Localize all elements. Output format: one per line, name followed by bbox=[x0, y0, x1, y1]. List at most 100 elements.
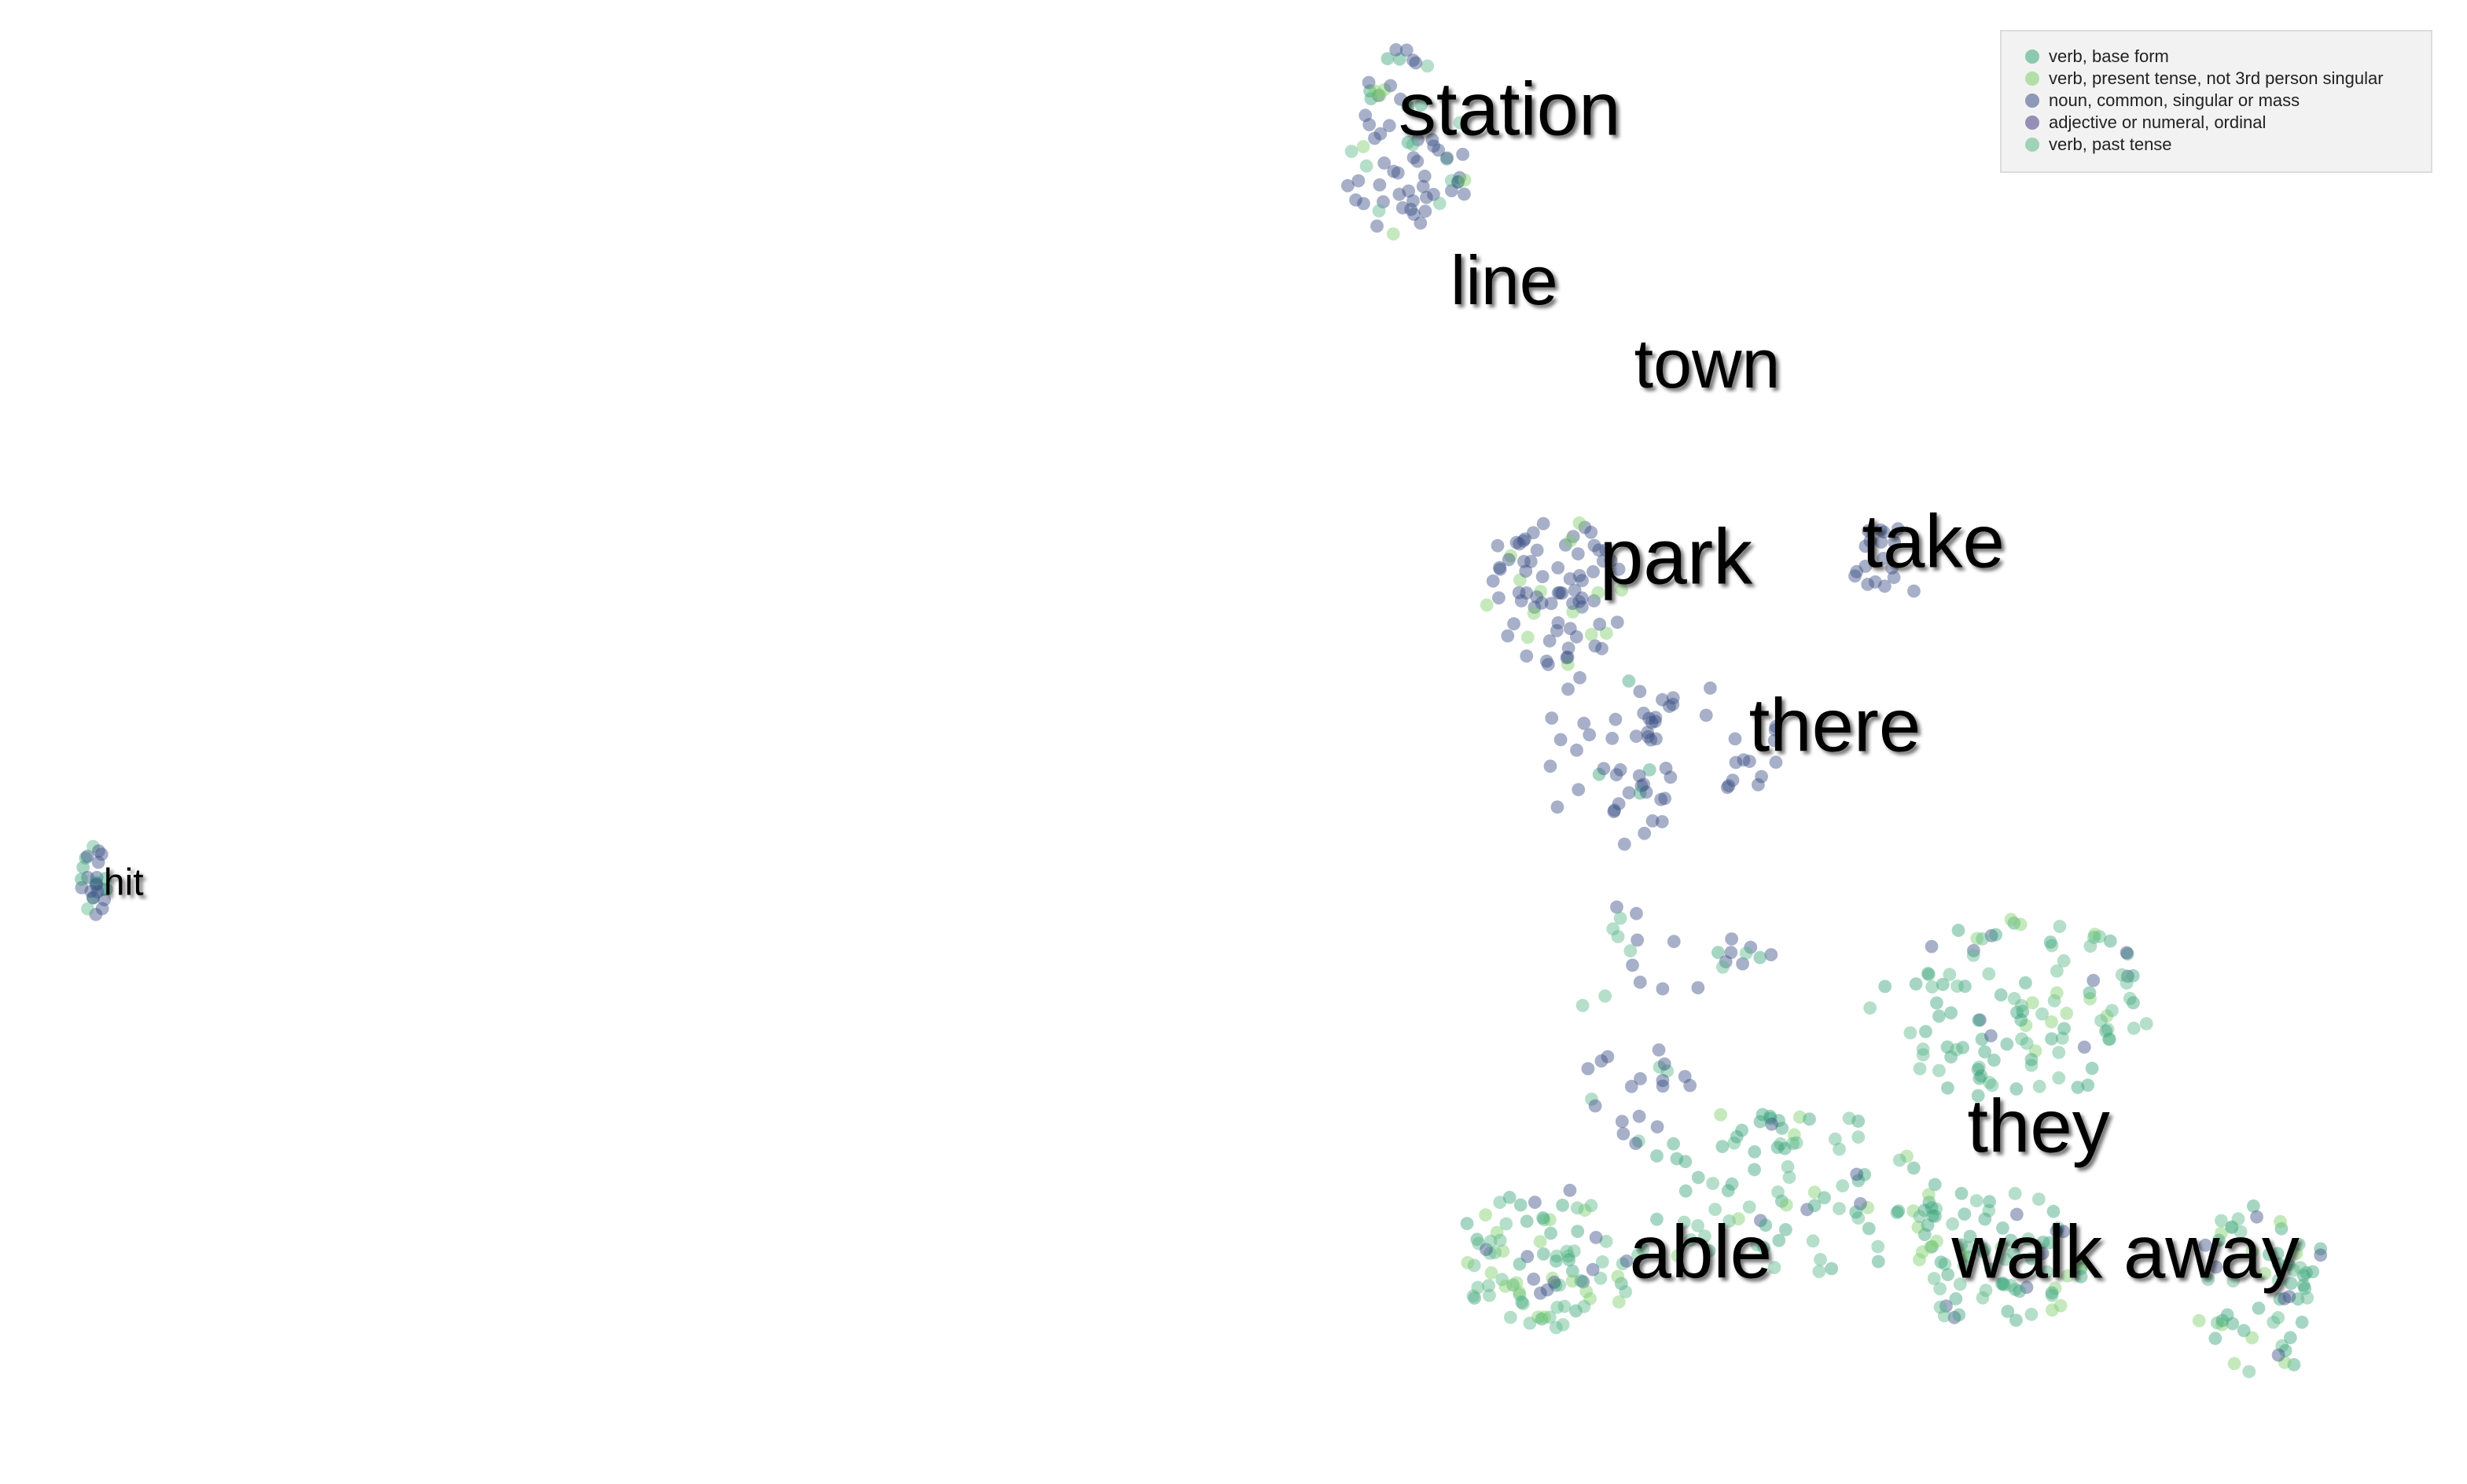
data-point bbox=[2270, 1247, 2285, 1261]
data-point bbox=[1868, 575, 1882, 589]
data-point bbox=[1407, 208, 1421, 221]
data-point bbox=[1861, 578, 1875, 591]
data-point bbox=[2300, 1265, 2313, 1280]
data-point bbox=[1614, 1276, 1628, 1291]
data-point bbox=[1491, 591, 1506, 604]
data-point bbox=[1484, 1266, 1498, 1280]
data-point bbox=[1556, 1318, 1570, 1332]
legend-item[interactable]: adjective or numeral, ordinal bbox=[2025, 112, 2431, 134]
data-point bbox=[2086, 974, 2101, 987]
data-point bbox=[1667, 1137, 1681, 1151]
data-point bbox=[1351, 174, 1366, 188]
data-point bbox=[1998, 1252, 2013, 1266]
data-point bbox=[2300, 1291, 2314, 1305]
data-point bbox=[1583, 1291, 1597, 1306]
data-point bbox=[1561, 1249, 1575, 1263]
data-point bbox=[1656, 982, 1670, 996]
data-point bbox=[1513, 573, 1527, 587]
data-point bbox=[1983, 1075, 1996, 1089]
data-point bbox=[1560, 1244, 1574, 1258]
word-label: hit bbox=[104, 862, 144, 904]
data-point bbox=[1771, 1185, 1785, 1199]
data-point bbox=[2008, 1283, 2022, 1296]
data-point bbox=[1572, 516, 1586, 530]
word-label: they bbox=[1967, 1084, 2109, 1168]
data-point bbox=[1558, 538, 1572, 552]
data-point bbox=[2267, 1315, 2281, 1329]
data-point bbox=[2314, 1248, 2328, 1262]
data-point bbox=[1911, 1220, 1925, 1234]
data-point bbox=[1913, 1253, 1926, 1266]
data-point bbox=[1420, 190, 1433, 204]
data-point bbox=[1575, 600, 1589, 614]
data-point bbox=[1768, 723, 1782, 736]
data-point bbox=[1976, 1291, 1990, 1305]
data-point bbox=[1596, 554, 1610, 568]
data-point bbox=[2306, 1265, 2320, 1279]
data-point bbox=[1634, 779, 1649, 793]
data-point bbox=[1549, 1321, 1563, 1335]
data-point bbox=[2209, 1260, 2223, 1274]
data-point bbox=[1890, 1206, 1904, 1219]
data-point bbox=[1683, 1078, 1697, 1093]
legend-label: verb, base form bbox=[2049, 46, 2169, 66]
legend-item[interactable]: noun, common, singular or mass bbox=[2025, 90, 2431, 112]
data-point bbox=[86, 839, 100, 854]
data-point bbox=[1592, 543, 1606, 557]
data-point bbox=[1994, 988, 2008, 1002]
data-point bbox=[2061, 1269, 2075, 1283]
data-point bbox=[1677, 1215, 1691, 1229]
data-point bbox=[1971, 1063, 1985, 1076]
data-point bbox=[1975, 1032, 1989, 1046]
data-point bbox=[1892, 1153, 1906, 1167]
data-point bbox=[1921, 967, 1935, 980]
data-point bbox=[1594, 1271, 1608, 1285]
data-point bbox=[1401, 135, 1415, 149]
data-point bbox=[1432, 197, 1447, 211]
data-point bbox=[1356, 140, 1370, 154]
data-point bbox=[1716, 961, 1730, 974]
data-point bbox=[1460, 1217, 1474, 1230]
data-point bbox=[1748, 1145, 1762, 1159]
data-point bbox=[2045, 1303, 2059, 1317]
data-point bbox=[1807, 1199, 1822, 1213]
legend-item[interactable]: verb, present tense, not 3rd person sing… bbox=[2025, 68, 2431, 90]
data-point bbox=[1765, 1117, 1778, 1131]
data-point bbox=[1936, 978, 1950, 991]
data-point bbox=[1932, 1063, 1946, 1078]
data-point bbox=[1389, 43, 1403, 57]
data-point bbox=[1535, 1312, 1549, 1326]
data-point bbox=[1735, 1123, 1748, 1137]
data-point bbox=[1973, 1013, 1987, 1027]
data-point bbox=[2211, 1316, 2224, 1330]
data-point bbox=[2296, 1269, 2311, 1283]
data-point bbox=[1604, 553, 1618, 568]
data-point bbox=[2025, 996, 2039, 1010]
data-point bbox=[1425, 133, 1439, 147]
data-point bbox=[2006, 1246, 2020, 1260]
legend-item[interactable]: verb, past tense bbox=[2025, 134, 2431, 156]
data-point bbox=[91, 855, 105, 869]
data-point bbox=[1608, 803, 1621, 817]
data-point bbox=[1472, 1236, 1486, 1251]
data-point bbox=[2020, 1037, 2034, 1050]
data-point bbox=[1418, 204, 1432, 219]
data-point bbox=[2245, 1244, 2259, 1258]
data-point bbox=[92, 844, 105, 858]
data-point bbox=[1744, 940, 1758, 954]
data-point bbox=[1574, 1274, 1588, 1287]
data-point bbox=[1654, 792, 1668, 806]
data-point bbox=[2237, 1324, 2251, 1338]
data-point bbox=[1520, 586, 1534, 600]
data-point bbox=[2099, 1024, 2112, 1038]
data-point bbox=[1742, 755, 1756, 768]
data-point bbox=[98, 872, 112, 885]
data-point bbox=[1569, 630, 1583, 644]
legend-item[interactable]: verb, base form bbox=[2025, 46, 2431, 68]
data-point bbox=[1858, 1168, 1872, 1181]
data-point bbox=[1757, 1240, 1770, 1254]
data-point bbox=[1584, 627, 1598, 641]
data-point bbox=[2271, 1348, 2285, 1362]
data-point bbox=[1382, 119, 1396, 133]
data-point bbox=[2215, 1313, 2230, 1328]
